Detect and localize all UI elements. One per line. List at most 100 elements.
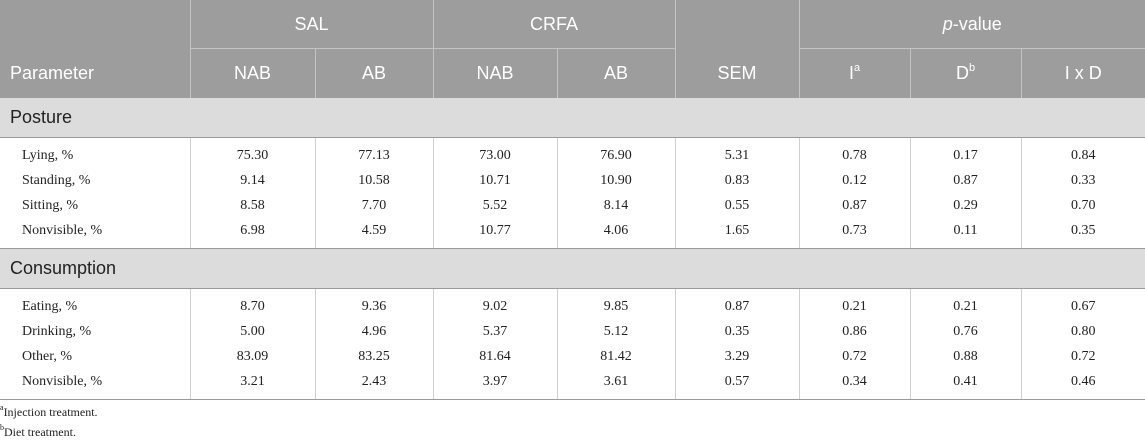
table-cell: 0.41 — [909, 369, 1022, 400]
row-label: Nonvisible, % — [0, 369, 190, 400]
table-cell: 0.86 — [798, 319, 911, 344]
footnote-diet: bDiet treatment. — [0, 422, 98, 442]
table-cell: 5.31 — [674, 137, 800, 168]
table-cell: 7.70 — [314, 193, 433, 218]
table-cell: 5.52 — [432, 193, 557, 218]
row-label: Drinking, % — [22, 323, 92, 339]
table-cell: 0.12 — [798, 168, 911, 193]
table-cell: 5.00 — [189, 319, 315, 344]
section-row: Posture — [0, 98, 1145, 138]
table-cell: 9.36 — [314, 288, 433, 319]
table-cell: 0.21 — [909, 288, 1022, 319]
footnote-b-marker: b — [0, 423, 4, 432]
table-cell: 0.67 — [1020, 288, 1145, 319]
table-cell: 0.84 — [1020, 137, 1145, 168]
table-body: Posture Lying, % 75.30 77.13 73.00 76.90 5.31 0… — [0, 98, 1145, 400]
table-cell: 0.70 — [1020, 193, 1145, 218]
table-cell: 0.80 — [1020, 319, 1145, 344]
header-group-pvalue: p-value — [798, 0, 1145, 49]
table-cell: 1.65 — [674, 218, 800, 249]
table-cell: 3.29 — [674, 344, 800, 369]
table-cell: 75.30 — [189, 137, 315, 168]
table-cell: 0.87 — [674, 288, 800, 319]
header-injection-i: Ia — [798, 48, 911, 98]
table-cell: 0.72 — [1020, 344, 1145, 369]
table-cell: 0.55 — [674, 193, 800, 218]
table-cell: 0.46 — [1020, 369, 1145, 400]
table-cell: 83.25 — [314, 344, 433, 369]
table-cell: 3.21 — [189, 369, 315, 400]
table-row: Other, % 83.09 83.25 81.64 81.42 3.29 0.72 0.88… — [0, 344, 1145, 369]
table-cell: 9.02 — [432, 288, 557, 319]
header-group-sal: SAL — [189, 0, 433, 49]
table-cell: 3.97 — [432, 369, 557, 400]
header-crfa-nab: NAB — [432, 48, 557, 98]
header-crfa-ab: AB — [556, 48, 676, 98]
table-row: Nonvisible, % 6.98 4.59 10.77 4.06 1.65 0.73 0.… — [0, 218, 1145, 249]
table-cell: 6.98 — [189, 218, 315, 249]
table-cell: 0.88 — [909, 344, 1022, 369]
table-cell: 10.58 — [314, 168, 433, 193]
table-cell: 8.14 — [556, 193, 676, 218]
table-cell: 9.14 — [189, 168, 315, 193]
header-sal-nab: NAB — [189, 48, 315, 98]
row-label: Eating, % — [22, 298, 78, 314]
table-cell: 0.29 — [909, 193, 1022, 218]
table-cell: 5.12 — [556, 319, 676, 344]
row-label: Lying, % — [22, 147, 74, 163]
table-cell: 8.70 — [189, 288, 315, 319]
table-cell: 0.35 — [1020, 218, 1145, 249]
section-row: Consumption — [0, 248, 1145, 289]
table-cell: 4.59 — [314, 218, 433, 249]
section-title: Posture — [0, 98, 1145, 138]
header-d-sup: b — [968, 62, 976, 74]
table-cell: 0.57 — [674, 369, 800, 400]
header-i-label: I — [848, 63, 854, 83]
table-cell: 2.43 — [314, 369, 433, 400]
header-blank-cell — [0, 0, 190, 49]
table-cell: 0.11 — [909, 218, 1022, 249]
table-row: Sitting, % 8.58 7.70 5.52 8.14 0.55 0.87 0.29 0.… — [0, 193, 1145, 218]
header-diet-d: Db — [909, 48, 1022, 98]
table-cell: 9.85 — [556, 288, 676, 319]
table-cell: 5.37 — [432, 319, 557, 344]
table-cell: 0.87 — [909, 168, 1022, 193]
footnotes: aInjection treatment. bDiet treatment. — [0, 402, 98, 442]
table-cell: 0.76 — [909, 319, 1022, 344]
table-cell: 77.13 — [314, 137, 433, 168]
header-parameter: Parameter — [0, 48, 190, 98]
pvalue-italic-p: p — [942, 13, 953, 34]
results-table: SAL CRFA p-value Parameter NAB AB NAB AB… — [0, 0, 1145, 400]
table-cell: 73.00 — [432, 137, 557, 168]
table-cell: 10.90 — [556, 168, 676, 193]
footnote-b-text: Diet treatment. — [4, 425, 76, 439]
header-group-crfa: CRFA — [432, 0, 676, 49]
table-header: SAL CRFA p-value Parameter NAB AB NAB AB… — [0, 0, 1145, 98]
table-row: Drinking, % 5.00 4.96 5.37 5.12 0.35 0.86 0.76 0… — [0, 319, 1145, 344]
table-cell: 4.96 — [314, 319, 433, 344]
table-cell: 76.90 — [556, 137, 676, 168]
header-sem: SEM — [674, 48, 800, 98]
table-cell: 0.87 — [798, 193, 911, 218]
footnote-injection: aInjection treatment. — [0, 402, 98, 422]
table-row: Standing, % 9.14 10.58 10.71 10.90 0.83 0.12 0.… — [0, 168, 1145, 193]
header-i-sup: a — [853, 62, 861, 74]
table-cell: 83.09 — [189, 344, 315, 369]
section-title: Consumption — [0, 248, 1145, 289]
pvalue-suffix: -value — [952, 13, 1002, 34]
row-label: Other, % — [22, 348, 72, 364]
footnote-a-text: Injection treatment. — [3, 405, 98, 419]
table-cell: 0.78 — [798, 137, 911, 168]
table-cell: 81.42 — [556, 344, 676, 369]
table-cell: 0.35 — [674, 319, 800, 344]
header-sal-ab: AB — [314, 48, 433, 98]
table-cell: 0.73 — [798, 218, 911, 249]
table-cell: 0.17 — [909, 137, 1022, 168]
table-cell: 0.21 — [798, 288, 911, 319]
table-cell: 4.06 — [556, 218, 676, 249]
header-blank-sem-top — [674, 0, 800, 49]
table-cell: 3.61 — [556, 369, 676, 400]
header-d-label: D — [955, 63, 969, 83]
table-cell: 81.64 — [432, 344, 557, 369]
table-cell: 0.72 — [798, 344, 911, 369]
